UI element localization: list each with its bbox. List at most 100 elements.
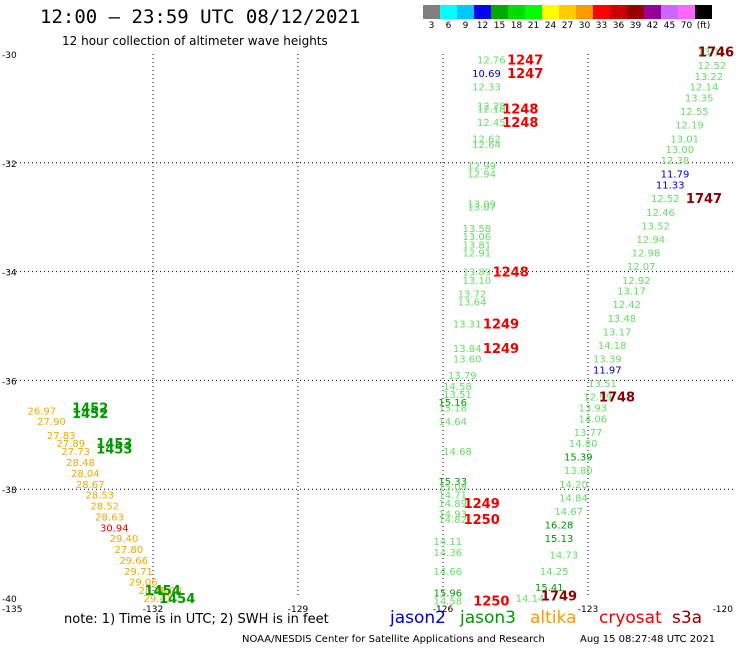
wave-height-value: 16.28	[545, 521, 574, 532]
pass-time-label: 1454	[159, 592, 195, 607]
wave-height-value: 15.16	[438, 398, 467, 409]
legend-jason3: jason3	[460, 608, 516, 628]
wave-height-value: 13.07	[467, 202, 496, 213]
wave-height-value: 12.99	[467, 162, 496, 173]
footer-credit: NOAA/NESDIS Center for Satellite Applica…	[242, 634, 545, 645]
wave-height-value: 14.06	[579, 414, 608, 425]
wave-height-value: 12.55	[680, 107, 709, 118]
wave-height-value: 15.08	[438, 482, 467, 493]
wave-height-value: 12.46	[646, 208, 675, 219]
wave-height-value: 27.83	[47, 431, 76, 442]
wave-height-value: 13.01	[670, 134, 699, 145]
wave-height-value: 13.79	[448, 371, 477, 382]
wave-height-value: 12.98	[632, 249, 661, 260]
wave-height-value: 13.51	[588, 379, 617, 390]
wave-height-value: 12.94	[637, 235, 666, 246]
wave-height-value: 14.14	[516, 594, 545, 605]
legend-cryosat: cryosat	[599, 608, 662, 628]
colorbar-label: 36	[612, 21, 625, 31]
axis-ticks: -30 -32 -34 -36 -38 -40-135 -132 -129 -126 -123 -1…	[2, 51, 733, 615]
wave-height-value: 14.73	[550, 550, 579, 561]
colorbar-label: 33	[595, 21, 608, 31]
lon-tick-label: -126	[433, 605, 454, 615]
colorbar-swatch	[593, 5, 610, 19]
wave-height-value: 14.11	[434, 537, 463, 548]
colorbar-swatch	[440, 5, 457, 19]
wave-height-value: 14.89	[438, 499, 467, 510]
wave-height-value: 13.52	[641, 221, 670, 232]
colorbar-label: 45	[663, 21, 676, 31]
wave-height-value: 12.99	[583, 393, 612, 404]
wave-height-value: 12.19	[675, 121, 704, 132]
pass-time-label: 1749	[541, 589, 577, 604]
wave-height-value: 29.41	[144, 594, 173, 605]
wave-height-value: 13.64	[458, 298, 487, 309]
colorbar-label: 42	[646, 21, 659, 31]
wave-height-value: 28.67	[76, 480, 105, 491]
colorbar	[423, 5, 712, 19]
wave-height-value: 15.13	[545, 534, 574, 545]
units-note: note: 1) Time is in UTC; 2) SWH is in fe…	[64, 612, 329, 627]
wave-height-value: 15.39	[564, 453, 593, 464]
colorbar-label: 27	[561, 21, 574, 31]
wave-height-value: 27.90	[37, 417, 66, 428]
wave-height-value: 28.36	[139, 586, 168, 597]
wave-height-value: 13.10	[463, 276, 492, 287]
wave-height-value: 13.77	[574, 428, 603, 439]
colorbar-label: (ft)	[696, 21, 711, 31]
wave-height-value: 15.41	[535, 583, 564, 594]
wave-height-value: 14.71	[438, 491, 467, 502]
wave-height-value: 11.33	[656, 181, 685, 192]
wave-height-value: 13.93	[579, 404, 608, 415]
wave-height-value: 14.93	[438, 510, 467, 521]
wave-height-value: 14.58	[443, 382, 472, 393]
wave-height-value: 30.94	[100, 523, 129, 534]
wave-height-value: 12.33	[472, 83, 501, 94]
colorbar-swatch	[695, 5, 712, 19]
wave-height-value: 27.73	[61, 447, 90, 458]
wave-height-value: 28.00	[153, 586, 182, 597]
wave-height-value: 13.11	[698, 47, 727, 58]
wave-height-value: 14.67	[554, 507, 583, 518]
wave-height-value: 13.72	[458, 289, 487, 300]
legend-s3a: s3a	[672, 608, 703, 628]
lon-tick-label: -120	[713, 605, 734, 615]
wave-height-value: 29.06	[129, 578, 158, 589]
page-subtitle: 12 hour collection of altimeter wave hei…	[62, 34, 328, 48]
lat-tick-label: -30	[2, 51, 17, 61]
colorbar-swatch	[678, 5, 695, 19]
wave-height-value: 28.53	[86, 491, 115, 502]
pass-time-label: 1453	[96, 437, 132, 452]
wave-height-value: 12.52	[651, 194, 680, 205]
pass-time-label: 1249	[483, 342, 519, 357]
colorbar-swatch	[457, 5, 474, 19]
pass-time-label: 1247	[507, 67, 543, 82]
wave-height-value: 14.82	[438, 515, 467, 526]
lon-tick-label: -135	[2, 605, 22, 615]
wave-height-value: 13.80	[564, 466, 593, 477]
colorbar-label: 15	[493, 21, 506, 31]
pass-time-label: 1452	[72, 407, 108, 422]
wave-height-value: 12.94	[467, 170, 496, 181]
pass-time-label: 1747	[686, 192, 722, 207]
footer-timestamp: Aug 15 08:27:48 UTC 2021	[580, 634, 716, 645]
wave-height-value: 13.09	[467, 200, 496, 211]
colorbar-label: 24	[544, 21, 557, 31]
wave-height-value: 12.28	[477, 102, 506, 113]
wave-height-value: 15.18	[438, 404, 467, 415]
lon-tick-label: -123	[578, 605, 598, 615]
wave-height-value: 14.36	[434, 548, 463, 559]
wave-height-value: 12.64	[472, 140, 501, 151]
colorbar-swatch	[610, 5, 627, 19]
wave-height-value: 15.96	[434, 589, 463, 600]
page-title: 12:00 – 23:59 UTC 08/12/2021	[40, 6, 361, 28]
wave-height-value: 28.04	[71, 469, 100, 480]
wave-height-value: 12.91	[463, 249, 492, 260]
wave-height-value: 27.89	[57, 439, 86, 450]
wave-height-value: 12.62	[472, 134, 501, 145]
colorbar-swatch	[542, 5, 559, 19]
pass-time-label: 1250	[464, 513, 500, 528]
colorbar-swatch	[559, 5, 576, 19]
wave-height-value: 13.22	[695, 72, 724, 83]
